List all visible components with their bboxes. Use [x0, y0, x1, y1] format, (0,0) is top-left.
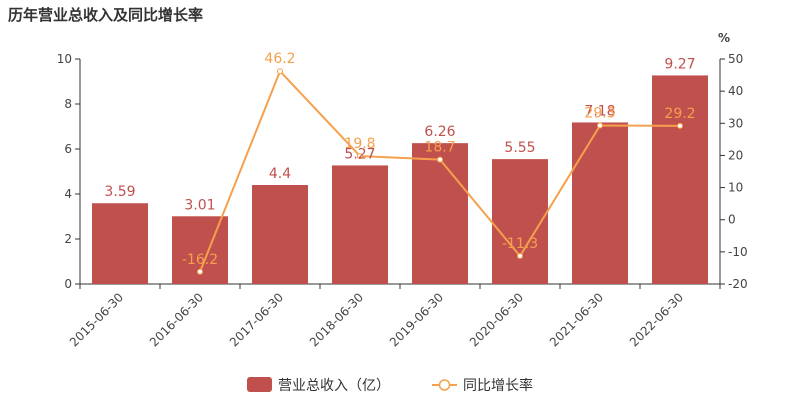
bar-value-label: 5.55 — [504, 140, 535, 156]
legend-bar-swatch — [247, 377, 272, 392]
x-tick-label: 2017-06-30 — [227, 290, 286, 349]
bar — [492, 159, 548, 284]
line-value-label: -16.2 — [182, 252, 218, 268]
line-point — [677, 122, 683, 129]
line-point — [597, 122, 603, 129]
y-left-tick-label: 4 — [64, 187, 72, 201]
y-right-unit-label: % — [718, 31, 730, 45]
bar — [92, 203, 148, 284]
line-value-label: 46.2 — [264, 51, 295, 67]
y-right-tick-label: 20 — [728, 148, 743, 162]
x-tick-label: 2019-06-30 — [387, 290, 446, 349]
y-right-tick-label: 30 — [728, 116, 743, 130]
line-value-label: 18.7 — [424, 140, 455, 156]
bar-value-label: 4.4 — [269, 166, 291, 182]
bar — [652, 75, 708, 284]
line-value-label: 19.8 — [344, 136, 375, 152]
bar — [572, 122, 628, 284]
line-point — [437, 156, 443, 163]
x-tick-label: 2018-06-30 — [307, 290, 366, 349]
y-right-tick-label: -20 — [728, 277, 748, 291]
bar-value-label: 9.27 — [664, 56, 695, 72]
x-tick-label: 2021-06-30 — [547, 290, 606, 349]
bar — [412, 143, 468, 284]
y-right-tick-label: -10 — [728, 245, 748, 259]
bar-value-label: 3.01 — [184, 197, 215, 213]
legend-line-marker — [438, 379, 451, 391]
line-point — [357, 153, 363, 160]
y-left-tick-label: 10 — [57, 52, 72, 66]
chart-title: 历年营业总收入及同比增长率 — [8, 6, 204, 24]
y-right-tick-label: 0 — [728, 213, 736, 227]
legend-line-label: 同比增长率 — [463, 377, 533, 394]
bar-value-label: 5.27 — [344, 146, 375, 162]
line-point — [517, 253, 523, 260]
y-left-tick-label: 2 — [64, 232, 72, 246]
y-left-tick-label: 0 — [64, 277, 72, 291]
x-tick-label: 2022-06-30 — [627, 290, 686, 349]
bar-value-label: 3.59 — [104, 184, 135, 200]
line-value-label: 29.3 — [584, 106, 615, 122]
bar — [332, 165, 388, 284]
x-tick-label: 2015-06-30 — [67, 290, 126, 349]
bar-value-label: 7.18 — [584, 103, 615, 119]
bar-value-label: 6.26 — [424, 124, 455, 140]
line-value-label: -11.3 — [502, 236, 538, 252]
y-right-tick-label: 40 — [728, 84, 743, 98]
x-tick-label: 2016-06-30 — [147, 290, 206, 349]
bar — [252, 185, 308, 284]
x-tick-label: 2020-06-30 — [467, 290, 526, 349]
y-left-tick-label: 8 — [64, 97, 72, 111]
line-point — [197, 268, 203, 275]
legend-bar-label: 营业总收入（亿） — [278, 378, 390, 394]
line-value-label: 29.2 — [664, 106, 695, 122]
y-right-tick-label: 10 — [728, 181, 743, 195]
y-right-tick-label: 50 — [728, 52, 743, 66]
y-left-tick-label: 6 — [64, 142, 72, 156]
line-point — [277, 68, 283, 75]
